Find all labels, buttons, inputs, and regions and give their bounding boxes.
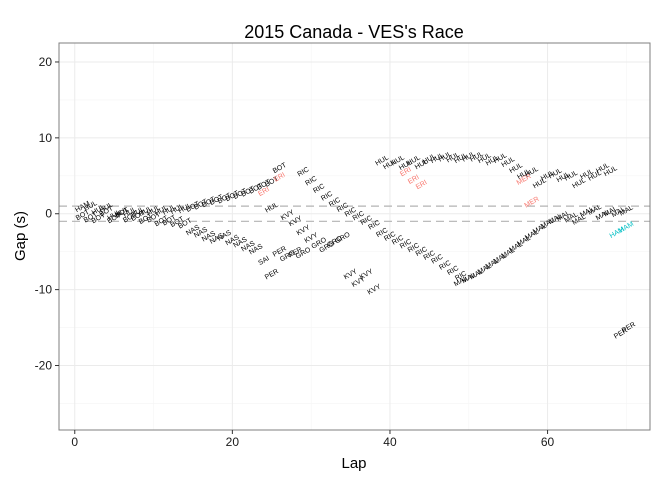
y-tick-label: 20 (39, 55, 53, 69)
y-axis-ticks: -20 -10 0 10 20 (35, 55, 59, 373)
driver-label-point: SAI (257, 255, 270, 267)
grid (59, 43, 650, 430)
driver-label-point: ERI (399, 166, 413, 178)
x-tick-label: 20 (226, 435, 240, 449)
y-tick-label: -10 (35, 283, 53, 297)
driver-label-point: ERI (273, 172, 287, 184)
plot-panel-border (58, 42, 651, 431)
y-tick-label: 0 (45, 207, 52, 221)
x-axis-ticks: 0 20 40 60 (71, 430, 555, 449)
y-tick-label: -20 (35, 359, 53, 373)
reference-lines (59, 205, 650, 222)
driver-label-point: ERI (415, 179, 429, 191)
x-tick-label: 40 (383, 435, 397, 449)
x-axis-title: Lap (341, 455, 366, 472)
chart-title: 2015 Canada - VES's Race (244, 22, 464, 42)
driver-label-point: ERI (407, 174, 421, 186)
y-tick-label: 10 (39, 131, 53, 145)
driver-label-point: ERI (257, 186, 271, 198)
y-axis-title: Gap (s) (12, 211, 29, 261)
x-tick-label: 0 (71, 435, 78, 449)
x-tick-label: 60 (541, 435, 555, 449)
